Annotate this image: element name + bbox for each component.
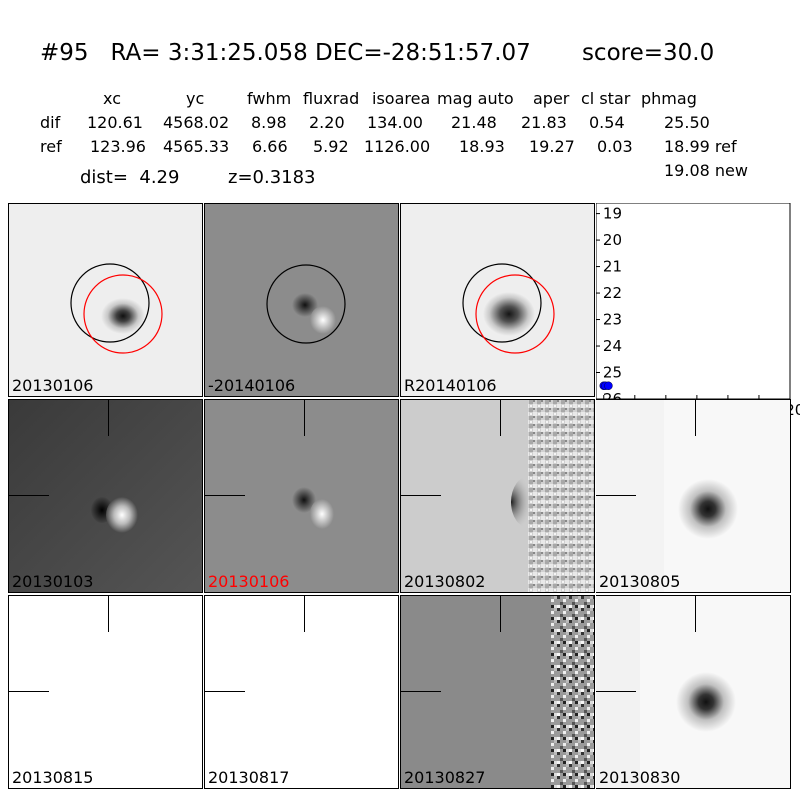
stamp-label: 20130106 xyxy=(208,572,290,591)
column-header: mag auto xyxy=(437,89,514,108)
crosshair-horizontal xyxy=(9,691,49,692)
row-value: 25.50 xyxy=(664,113,710,132)
crosshair-vertical xyxy=(695,400,696,436)
stamp-20130827: 20130827 xyxy=(400,595,595,789)
crosshair-vertical xyxy=(500,596,501,632)
dist-value: dist= 4.29 xyxy=(80,167,180,188)
crosshair-vertical xyxy=(108,596,109,632)
stamp-label: 20130815 xyxy=(12,768,94,787)
crosshair-vertical xyxy=(304,400,305,436)
crosshair-vertical xyxy=(108,400,109,436)
y-tick-label: 22 xyxy=(603,284,622,302)
y-tick-label: 21 xyxy=(603,258,622,276)
y-tick-label: 20 xyxy=(603,231,622,249)
row-value: 6.66 xyxy=(252,137,288,156)
stamp-label: 20130827 xyxy=(404,768,486,787)
stamp-label: 20130106 xyxy=(12,376,94,395)
detection-circle xyxy=(83,274,163,354)
row-value: 4568.02 xyxy=(163,113,230,132)
stamp-reference-image: R20140106 xyxy=(400,203,595,397)
stamp-label: 20130103 xyxy=(12,572,94,591)
row-value: 19.27 xyxy=(529,137,575,156)
stamp-label: 20130805 xyxy=(599,572,681,591)
row-value: 2.20 xyxy=(309,113,345,132)
crosshair-horizontal xyxy=(401,495,441,496)
column-header: phmag xyxy=(641,89,697,108)
row-value: 0.54 xyxy=(589,113,625,132)
stamp-label: 20130817 xyxy=(208,768,290,787)
plot-frame xyxy=(596,203,791,400)
reference-circle xyxy=(266,264,346,344)
column-header: isoarea xyxy=(372,89,431,108)
column-header: cl star xyxy=(581,89,631,108)
row-value: 123.96 xyxy=(90,137,146,156)
column-header: yc xyxy=(186,89,205,108)
crosshair-vertical xyxy=(695,596,696,632)
crosshair-horizontal xyxy=(205,495,245,496)
y-tick-label: 24 xyxy=(603,337,622,355)
row-value: 0.03 xyxy=(597,137,633,156)
stamp-20130103: 20130103 xyxy=(8,399,203,593)
column-header: aper xyxy=(533,89,570,108)
stamp-label: 20130802 xyxy=(404,572,486,591)
y-tick-label: 25 xyxy=(603,364,622,382)
stamp-20130106-selected: 20130106 xyxy=(204,399,399,593)
stamp-label: 20130830 xyxy=(599,768,681,787)
stamp-20130802: 20130802 xyxy=(400,399,595,593)
row-value: 21.83 xyxy=(521,113,567,132)
row-value: 8.98 xyxy=(251,113,287,132)
row-label: dif xyxy=(40,113,61,132)
crosshair-horizontal xyxy=(205,691,245,692)
row-value: 5.92 xyxy=(313,137,349,156)
crosshair-horizontal xyxy=(401,691,441,692)
light-curve-chart: 1920212223242526020406080100120 xyxy=(596,203,800,423)
crosshair-vertical xyxy=(500,400,501,436)
stamp-20130817: 20130817 xyxy=(204,595,399,789)
stamp-label: R20140106 xyxy=(404,376,497,395)
phmag-new: 19.08 new xyxy=(664,161,748,180)
stamp-label: -20140106 xyxy=(208,376,296,395)
stamp-new-image: 20130106 xyxy=(8,203,203,397)
data-point xyxy=(604,381,613,391)
crosshair-horizontal xyxy=(596,495,636,496)
row-value: 18.99 ref xyxy=(664,137,737,156)
crosshair-horizontal xyxy=(596,691,636,692)
row-value: 21.48 xyxy=(451,113,497,132)
y-tick-label: 19 xyxy=(603,205,622,223)
stamp-20130830: 20130830 xyxy=(596,595,791,789)
detection-circle xyxy=(475,274,555,354)
row-value: 120.61 xyxy=(87,113,143,132)
y-tick-label: 23 xyxy=(603,311,622,329)
redshift-value: z=0.3183 xyxy=(228,167,316,188)
stamp-20130805: 20130805 xyxy=(596,399,791,593)
stamp-20130815: 20130815 xyxy=(8,595,203,789)
stamp-difference-image: -20140106 xyxy=(204,203,399,397)
row-value: 4565.33 xyxy=(163,137,230,156)
column-header: xc xyxy=(103,89,121,108)
column-header: fwhm xyxy=(247,89,292,108)
crosshair-horizontal xyxy=(9,495,49,496)
row-value: 18.93 xyxy=(459,137,505,156)
row-value: 134.00 xyxy=(367,113,423,132)
column-header: fluxrad xyxy=(303,89,360,108)
reference-circle xyxy=(70,263,150,343)
row-label: ref xyxy=(40,137,62,156)
crosshair-vertical xyxy=(304,596,305,632)
row-value: 1126.00 xyxy=(364,137,431,156)
reference-circle xyxy=(462,263,542,343)
candidate-title: #95 RA= 3:31:25.058 DEC=-28:51:57.07 sco… xyxy=(40,40,715,66)
